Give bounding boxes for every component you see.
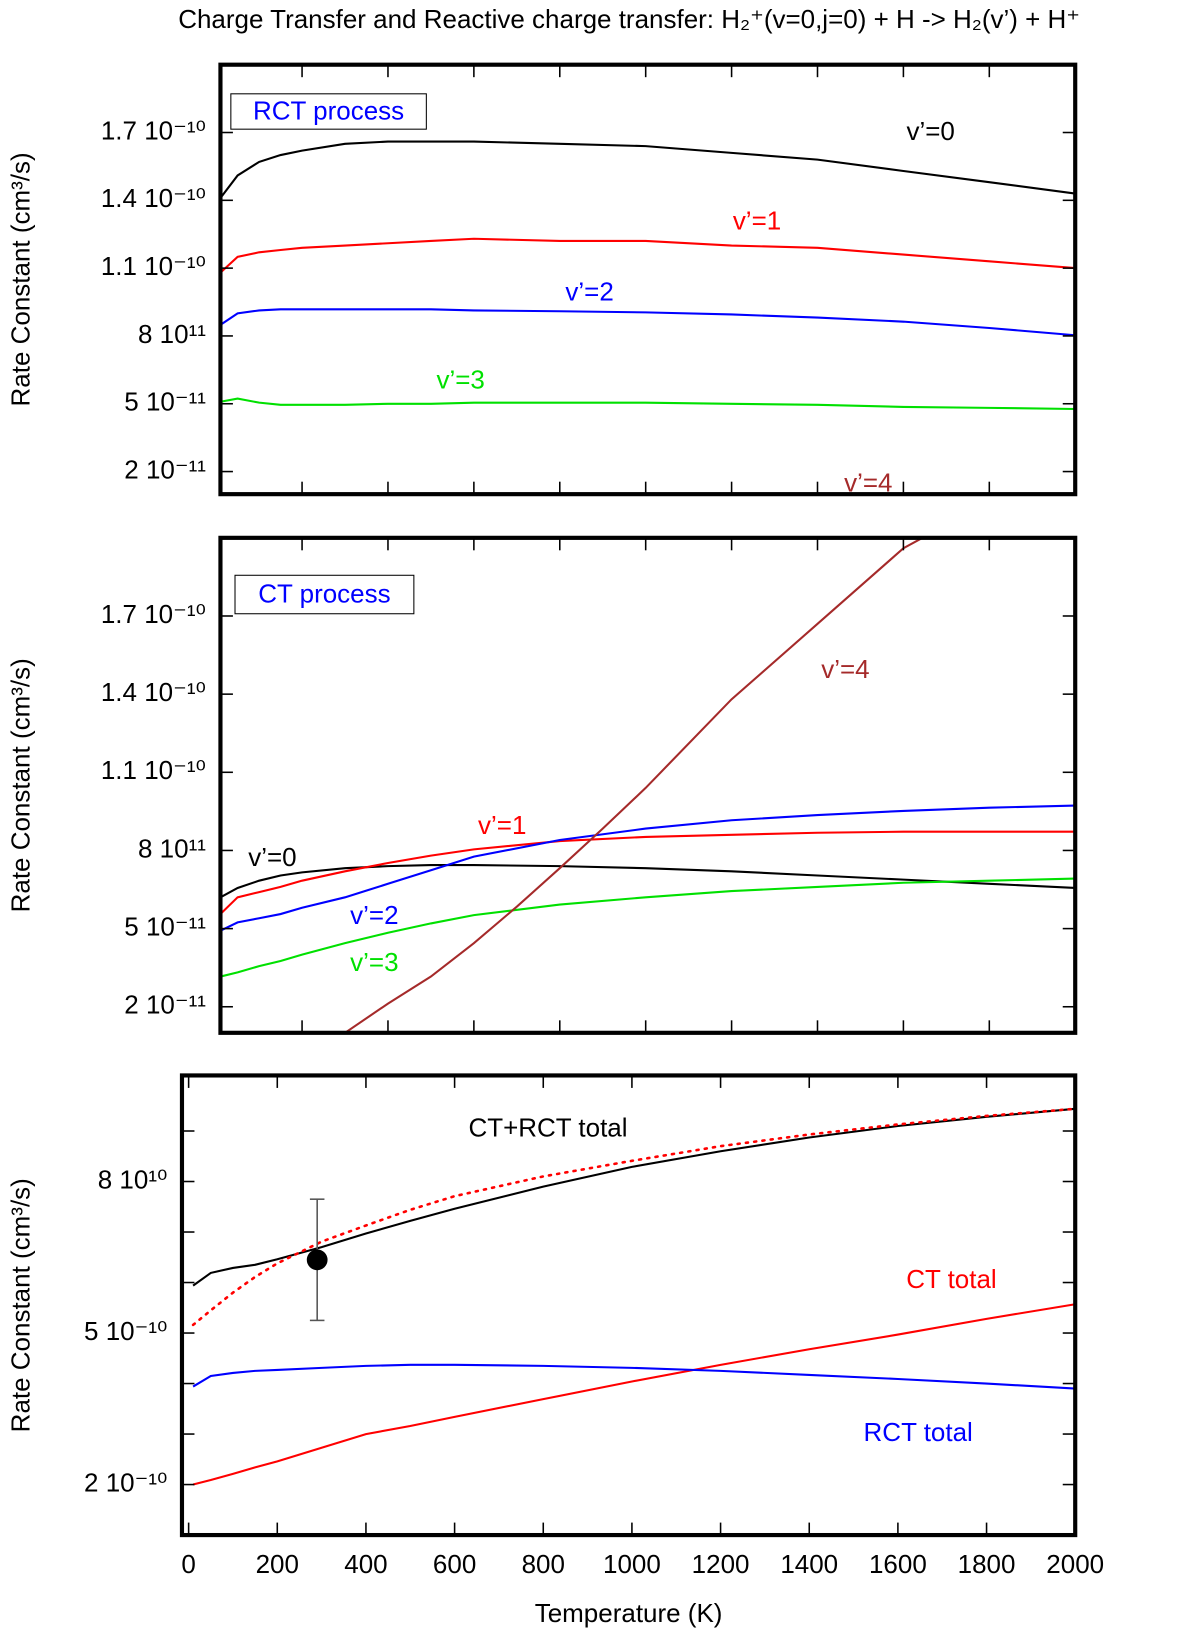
y-tick-label: 5 10⁻¹⁰ (84, 1316, 167, 1346)
plot-area (220, 140, 1076, 411)
y-tick-label: 2 10⁻¹¹ (124, 454, 206, 484)
series-line (344, 537, 925, 1033)
y-tick-label: 1.1 10⁻¹⁰ (101, 251, 206, 281)
y-axis-label: Rate Constant (cm³/s) (6, 658, 36, 912)
series-line (192, 1107, 1076, 1287)
y-tick-label: 1.7 10⁻¹⁰ (101, 599, 206, 629)
series-label: v’=0 (906, 116, 954, 146)
x-tick-label: 1600 (869, 1549, 927, 1579)
x-tick-label: 600 (433, 1549, 476, 1579)
y-tick-label: 1.4 10⁻¹⁰ (101, 183, 206, 213)
box-label: CT process (258, 578, 390, 608)
x-axis-label: Temperature (K) (535, 1598, 723, 1628)
series-line (220, 397, 1076, 411)
y-axis-label: Rate Constant (cm³/s) (6, 1178, 36, 1432)
series-label: v’=3 (350, 947, 398, 977)
x-tick-label: 1000 (603, 1549, 661, 1579)
y-tick-label: 1.1 10⁻¹⁰ (101, 755, 206, 785)
x-tick-label: 1200 (692, 1549, 750, 1579)
y-tick-label: 8 10¹¹ (138, 833, 206, 863)
figure-title: Charge Transfer and Reactive charge tran… (178, 4, 1080, 34)
x-tick-label: 400 (344, 1549, 387, 1579)
series-line (220, 140, 1076, 199)
plot-frame (218, 535, 1078, 1035)
series-line (220, 877, 1076, 978)
series-line (220, 830, 1076, 915)
x-tick-label: 800 (522, 1549, 565, 1579)
measurement-point (306, 1249, 328, 1271)
y-tick-label: 1.7 10⁻¹⁰ (101, 115, 206, 145)
y-tick-label: 2 10⁻¹⁰ (84, 1467, 167, 1497)
y-tick-label: 2 10⁻¹¹ (124, 990, 206, 1020)
series-label: v’=4 (821, 654, 869, 684)
label-box (234, 574, 415, 615)
series-line (220, 308, 1076, 337)
series-line (192, 1363, 1076, 1390)
series-label: v’=1 (478, 810, 526, 840)
box-label: RCT process (253, 95, 404, 125)
x-tick-label: 1800 (958, 1549, 1016, 1579)
plot-frame (179, 1073, 1078, 1538)
plot-area (220, 537, 1076, 1033)
y-axis-label: Rate Constant (cm³/s) (6, 152, 36, 406)
plot-area (191, 1107, 1076, 1486)
plot-frame (218, 62, 1078, 497)
series-label: v’=2 (565, 276, 613, 306)
y-tick-label: 8 10¹⁰ (98, 1164, 168, 1194)
series-label: v’=2 (350, 900, 398, 930)
label-box (230, 93, 427, 130)
series-line (192, 1303, 1076, 1486)
series-line (191, 1107, 1076, 1327)
series-label: CT+RCT total (468, 1112, 627, 1142)
series-label: RCT total (864, 1417, 973, 1447)
x-tick-label: 200 (256, 1549, 299, 1579)
series-label: CT total (906, 1264, 997, 1294)
series-line (220, 864, 1076, 899)
x-tick-label: 2000 (1046, 1549, 1104, 1579)
x-tick-label: 0 (181, 1549, 195, 1579)
series-label: v’=1 (733, 206, 781, 236)
y-tick-label: 8 10¹¹ (138, 319, 206, 349)
x-tick-label: 1400 (780, 1549, 838, 1579)
series-line (220, 804, 1076, 932)
y-tick-label: 1.4 10⁻¹⁰ (101, 677, 206, 707)
series-label: v’=3 (436, 365, 484, 395)
series-label: v’=0 (248, 842, 296, 872)
series-line (220, 237, 1076, 274)
y-tick-label: 5 10⁻¹¹ (124, 387, 206, 417)
y-tick-label: 5 10⁻¹¹ (124, 911, 206, 941)
